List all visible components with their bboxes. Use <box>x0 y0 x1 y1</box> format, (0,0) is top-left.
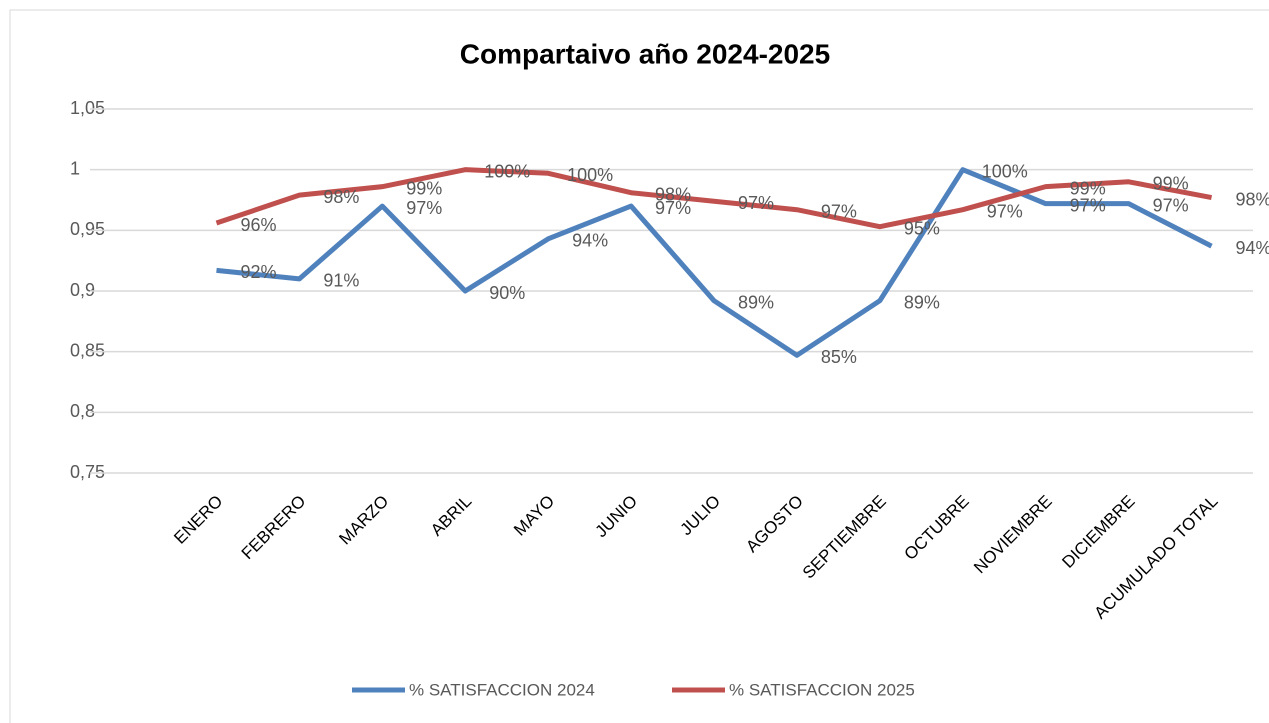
data-label: 94% <box>1236 238 1269 258</box>
data-line <box>216 167 1213 358</box>
data-label: 89% <box>904 292 940 312</box>
data-label: 97% <box>1070 195 1106 215</box>
y-tick-label: 0,95 <box>70 219 105 239</box>
legend-label: % SATISFACCION 2024 <box>409 680 595 699</box>
data-label: 97% <box>1153 195 1189 215</box>
chart-border <box>9 9 1269 723</box>
data-label: 97% <box>406 198 442 218</box>
data-line <box>215 167 1213 230</box>
y-tick-label: 0,8 <box>70 401 95 421</box>
data-label: 97% <box>821 201 857 221</box>
data-label: 100% <box>982 161 1028 181</box>
data-label: 89% <box>738 292 774 312</box>
data-label: 98% <box>1236 189 1269 209</box>
y-tick-label: 0,75 <box>70 462 105 482</box>
data-label: 98% <box>323 187 359 207</box>
y-tick-label: 0,9 <box>70 280 95 300</box>
data-label: 90% <box>489 283 525 303</box>
data-label: 85% <box>821 347 857 367</box>
y-tick-label: 1,05 <box>70 98 105 118</box>
data-label: 97% <box>987 201 1023 221</box>
data-label: 99% <box>1153 174 1189 194</box>
data-label: 99% <box>406 178 442 198</box>
data-label: 95% <box>904 218 940 238</box>
data-label: 92% <box>240 262 276 282</box>
chart-title: Compartaivo año 2024-2025 <box>460 38 830 69</box>
legend-label: % SATISFACCION 2025 <box>729 680 915 699</box>
data-label: 94% <box>572 231 608 251</box>
data-label: 97% <box>655 198 691 218</box>
data-label: 97% <box>738 193 774 213</box>
data-label: 100% <box>567 165 613 185</box>
data-label: 91% <box>323 271 359 291</box>
data-label: 100% <box>484 161 530 181</box>
data-label: 96% <box>240 215 276 235</box>
data-label: 98% <box>655 184 691 204</box>
data-label: 99% <box>1070 178 1106 198</box>
y-tick-label: 0,85 <box>70 340 105 360</box>
y-tick-label: 1 <box>70 158 80 178</box>
